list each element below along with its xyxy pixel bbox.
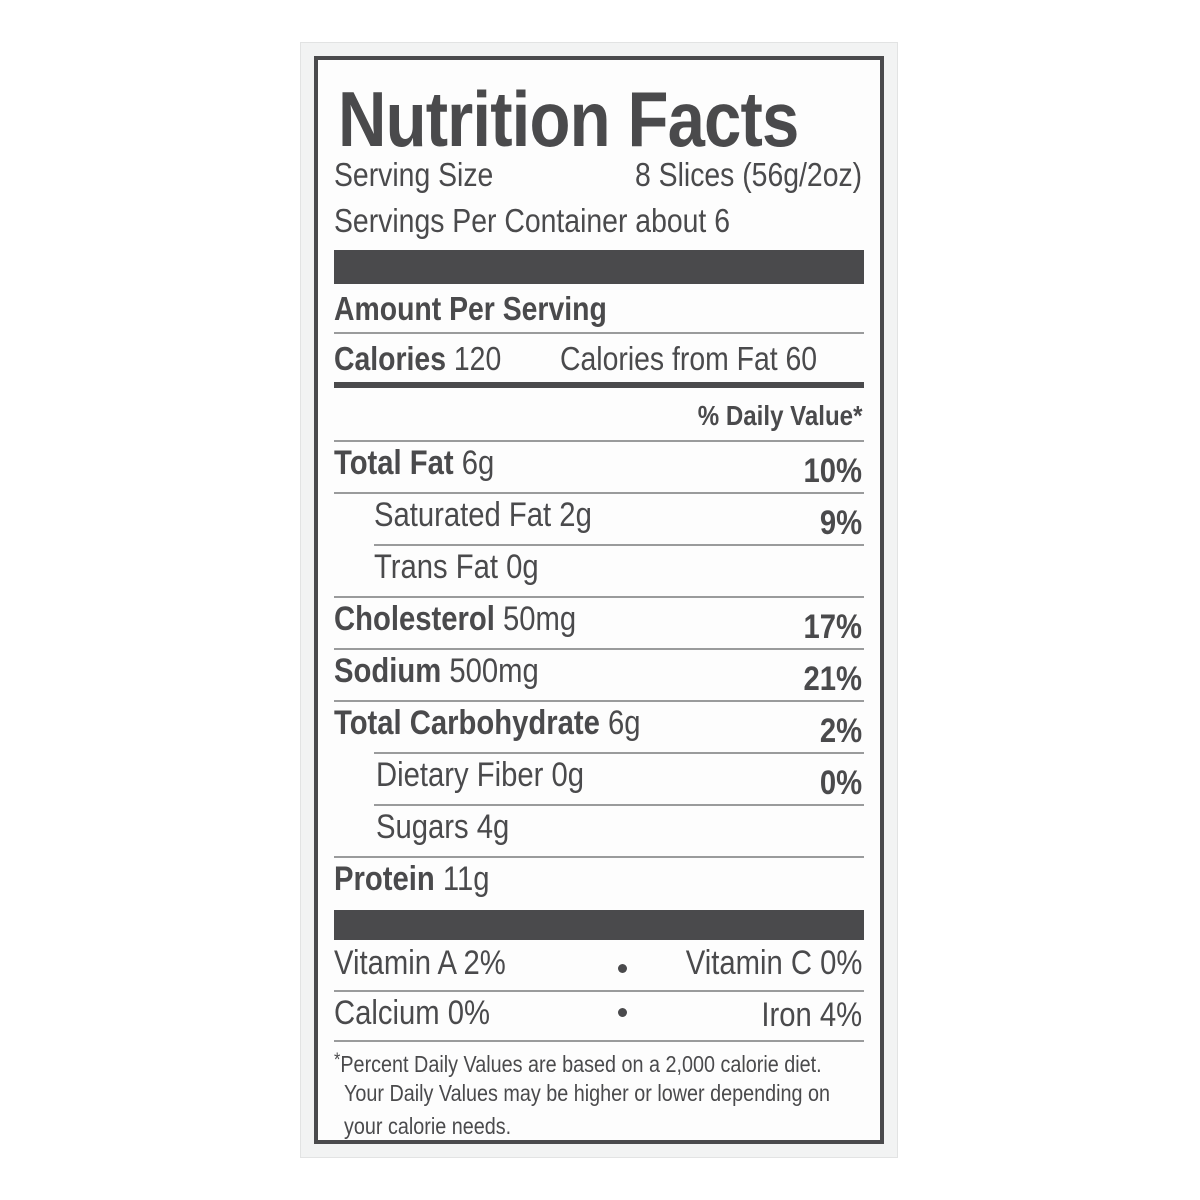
divider	[334, 856, 864, 858]
footnote-line-1: *Percent Daily Values are based on a 2,0…	[334, 1044, 822, 1081]
nutrient-row-dietary-fiber: Dietary Fiber 0g	[376, 756, 584, 795]
nutrient-name: Sugars	[376, 808, 469, 846]
divider	[374, 752, 864, 754]
vitamin-c: Vitamin C 0%	[685, 944, 862, 982]
vitamin-a: Vitamin A 2%	[334, 944, 506, 982]
nutrient-name: Dietary Fiber	[376, 756, 544, 794]
nutrient-row-total-carbohydrate: Total Carbohydrate 6g	[334, 704, 641, 743]
nutrient-dv: 10%	[803, 452, 862, 490]
label-title: Nutrition Facts	[338, 75, 799, 163]
footnote-line-3: your calorie needs.	[344, 1113, 512, 1139]
serving-size-label: Serving Size	[334, 156, 494, 193]
calories-value: 120	[453, 340, 502, 377]
nutrient-amount: 4g	[476, 808, 510, 846]
divider	[334, 990, 864, 992]
nutrient-amount: 11g	[442, 860, 490, 898]
nutrient-dv: 0%	[819, 764, 862, 802]
nutrient-dv: 17%	[803, 608, 862, 646]
daily-value-header: % Daily Value*	[697, 400, 862, 431]
divider	[334, 1040, 864, 1042]
divider	[334, 492, 864, 494]
divider	[374, 544, 864, 546]
calories-row: Calories 120	[334, 340, 501, 378]
nutrient-row-sugars: Sugars 4g	[376, 808, 509, 847]
medium-divider	[334, 382, 864, 388]
divider	[334, 332, 864, 334]
iron: Iron 4%	[761, 996, 862, 1034]
calcium: Calcium 0%	[334, 994, 490, 1032]
nutrient-dv: 21%	[803, 660, 862, 698]
divider	[334, 596, 864, 598]
nutrient-name: Protein	[334, 860, 435, 898]
nutrient-dv: 9%	[819, 504, 862, 542]
calories-label: Calories	[334, 340, 447, 377]
divider	[334, 440, 864, 442]
divider	[334, 648, 864, 650]
nutrient-dv: 2%	[819, 712, 862, 750]
nutrient-amount: 0g	[506, 548, 539, 586]
footnote-star: *	[334, 1050, 341, 1071]
footnote-text: Percent Daily Values are based on a 2,00…	[340, 1051, 822, 1077]
bullet-dot	[618, 1008, 627, 1017]
nutrient-amount: 500mg	[449, 652, 539, 690]
nutrient-name: Saturated Fat	[374, 496, 552, 534]
nutrient-amount: 6g	[608, 704, 641, 742]
amount-per-serving: Amount Per Serving	[334, 290, 607, 327]
nutrient-amount: 6g	[461, 444, 495, 482]
thick-divider-top	[334, 250, 864, 284]
divider	[334, 700, 864, 702]
nutrient-row-sodium: Sodium 500mg	[334, 652, 539, 691]
nutrient-row-cholesterol: Cholesterol 50mg	[334, 600, 576, 639]
nutrient-name: Trans Fat	[374, 548, 499, 586]
nutrient-amount: 0g	[551, 756, 585, 794]
bullet-dot	[618, 964, 627, 973]
servings-per-container: Servings Per Container about 6	[334, 202, 730, 239]
thick-divider-bottom	[334, 910, 864, 940]
calories-from-fat: Calories from Fat 60	[560, 340, 818, 377]
nutrient-amount: 2g	[559, 496, 592, 534]
divider	[374, 804, 864, 806]
nutrient-row-trans-fat: Trans Fat 0g	[374, 548, 539, 587]
nutrient-name: Total Carbohydrate	[334, 704, 600, 742]
nutrition-facts-label: Nutrition Facts Serving Size 8 Slices (5…	[314, 56, 884, 1144]
nutrient-name: Sodium	[334, 652, 442, 690]
footnote-line-2: Your Daily Values may be higher or lower…	[344, 1080, 831, 1106]
nutrient-name: Cholesterol	[334, 600, 495, 638]
nutrient-row-protein: Protein 11g	[334, 860, 489, 899]
nutrient-row-saturated-fat: Saturated Fat 2g	[374, 496, 592, 535]
nutrient-amount: 50mg	[502, 600, 577, 638]
serving-size-value: 8 Slices (56g/2oz)	[634, 156, 862, 193]
nutrient-name: Total Fat	[334, 444, 454, 482]
nutrient-row-total-fat: Total Fat 6g	[334, 444, 494, 483]
